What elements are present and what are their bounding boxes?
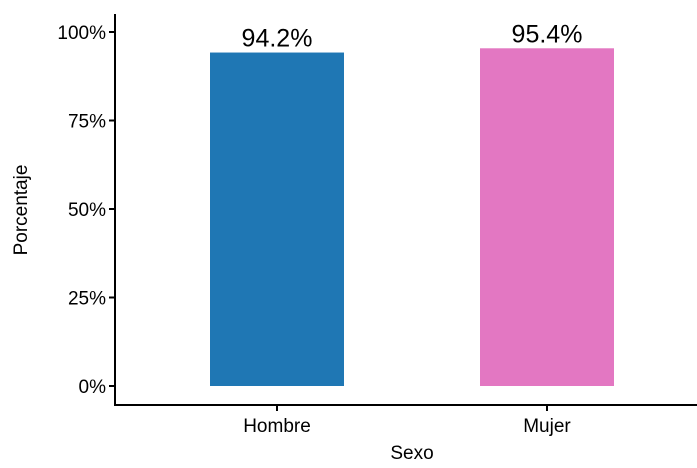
y-tick-label: 0%	[79, 377, 107, 398]
y-ticks-layer: 0% 25% 50% 75% 100%	[57, 23, 115, 398]
y-tick-label: 25%	[68, 289, 106, 310]
y-tick-label: 50%	[68, 200, 106, 221]
x-tick-label-mujer: Mujer	[523, 416, 571, 437]
value-labels-layer: 94.2% 95.4%	[242, 20, 583, 52]
y-axis-title: Porcentaje	[11, 165, 32, 256]
x-ticks-layer: Hombre Mujer	[243, 405, 571, 437]
x-tick-label-hombre: Hombre	[243, 416, 311, 437]
x-axis-title: Sexo	[390, 443, 433, 463]
bar-hombre	[210, 52, 344, 386]
value-label-mujer: 95.4%	[512, 20, 583, 48]
value-label-hombre: 94.2%	[242, 25, 313, 53]
y-tick-label: 100%	[57, 23, 106, 44]
bars-layer	[210, 48, 614, 387]
bar-mujer	[480, 48, 614, 387]
y-tick-label: 75%	[68, 112, 106, 133]
